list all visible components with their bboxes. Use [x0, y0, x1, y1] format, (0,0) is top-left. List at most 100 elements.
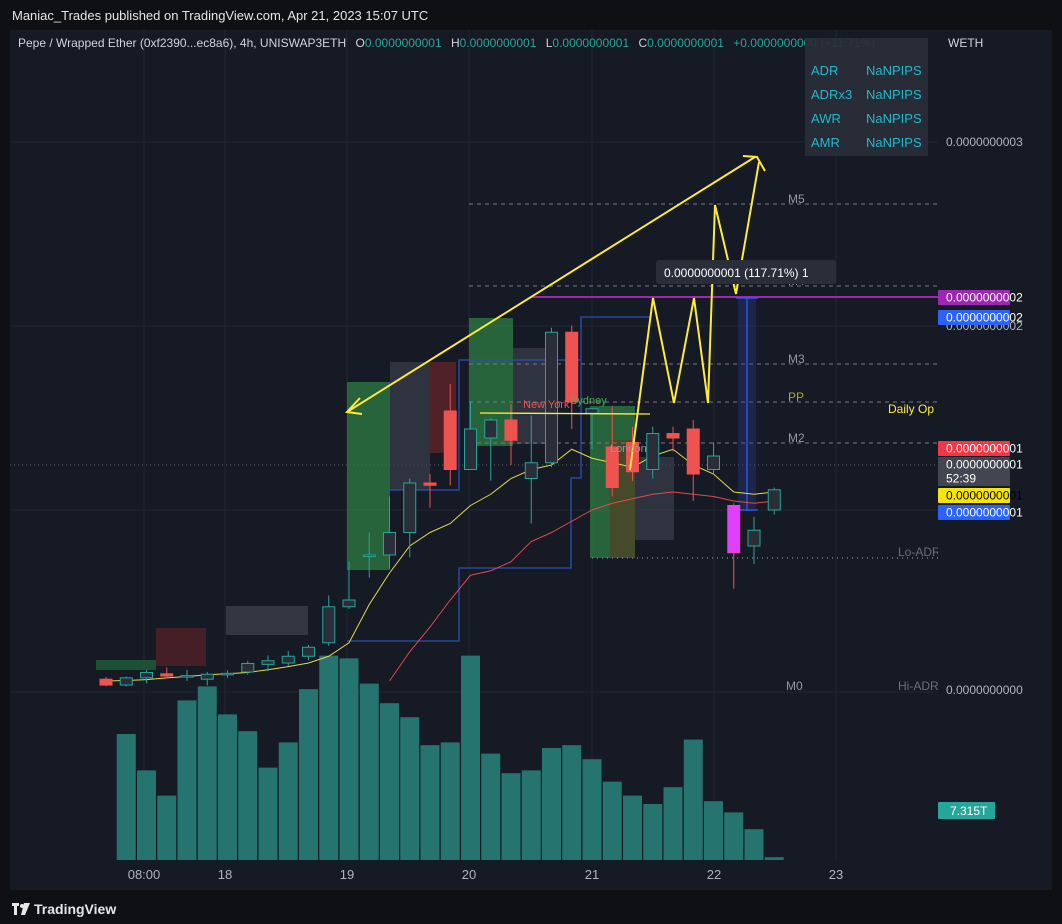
- candle-body: [160, 673, 174, 677]
- volume-bar: [258, 767, 278, 860]
- price-tag: [938, 505, 1010, 520]
- price-tag-text: 52:39: [946, 472, 976, 486]
- candle-body: [565, 331, 579, 403]
- x-tick-label: 23: [829, 867, 843, 882]
- adr-name: ADRx3: [811, 87, 853, 102]
- candle-body: [504, 419, 518, 441]
- price-tag-text: 0.0000000002: [946, 311, 1023, 325]
- volume-bar: [582, 759, 602, 860]
- level-label-m2: M2: [788, 431, 805, 445]
- low-value: 0.0000000001: [552, 36, 630, 50]
- volume-tag-text: 7.315T: [950, 804, 988, 818]
- volume-bar: [461, 655, 480, 860]
- candle-body: [221, 672, 234, 676]
- candle-body: [99, 678, 113, 686]
- volume-bar: [137, 770, 156, 860]
- high-label: H: [450, 36, 460, 50]
- level-label-pp: PP: [788, 390, 804, 404]
- currency-label: WETH: [948, 36, 984, 50]
- candle-body: [707, 455, 720, 470]
- y-tick-label: 0.0000000000: [946, 683, 1023, 697]
- candle-body: [281, 655, 295, 664]
- candle-body: [666, 433, 680, 439]
- adr-name: AWR: [811, 111, 841, 126]
- volume-bar: [643, 804, 663, 860]
- candle-body: [200, 673, 214, 680]
- price-tag-text: 0.0000000001: [946, 458, 1023, 472]
- volume-bar: [420, 745, 440, 860]
- daily-open-line: [479, 412, 651, 415]
- candle-body: [545, 331, 558, 464]
- x-tick-label: 22: [707, 867, 721, 882]
- candle-body: [686, 428, 700, 475]
- session-label-london: London: [610, 443, 647, 455]
- adr-value: NaNPIPS: [866, 87, 922, 102]
- volume-bar: [744, 829, 764, 860]
- session-box: [390, 362, 430, 490]
- adr-value: NaNPIPS: [866, 135, 922, 150]
- price-tag-text: 0.0000000001: [946, 442, 1023, 456]
- trend-line-arrow: [346, 156, 756, 413]
- daily-open-label: Daily Op: [888, 402, 934, 416]
- volume-bar: [501, 773, 521, 860]
- volume-bar: [623, 795, 642, 860]
- adr-channel-lower: [347, 316, 650, 642]
- x-tick-label: 18: [218, 867, 232, 882]
- candle-body: [464, 428, 477, 470]
- candle-body: [302, 646, 315, 657]
- moving-averages: [105, 448, 775, 682]
- tradingview-brand: TradingView: [34, 901, 117, 917]
- ohlc-legend: Pepe / Wrapped Ether (0xf2390...ec8a6), …: [18, 36, 875, 50]
- adr-name: AMR: [811, 135, 840, 150]
- candle-body: [383, 532, 396, 556]
- level-label-m3: M3: [788, 352, 805, 366]
- volume-bar: [602, 781, 622, 860]
- candle-body: [423, 482, 437, 486]
- candle-body: [342, 599, 356, 608]
- adr-value: NaNPIPS: [866, 63, 922, 78]
- candle-body: [140, 671, 153, 679]
- volume-bar: [380, 703, 399, 860]
- volume-bar: [278, 742, 298, 860]
- session-box: [156, 628, 206, 666]
- publisher-bar: Maniac_Trades published on TradingView.c…: [0, 0, 1062, 30]
- tradingview-logo-icon: [12, 903, 30, 915]
- adr-table: ADR NaNPIPS ADRx3 NaNPIPS AWR NaNPIPS AMR Na…: [805, 38, 928, 156]
- symbol-name[interactable]: Pepe / Wrapped Ether (0xf2390...ec8a6), …: [18, 36, 347, 50]
- session-box: [96, 660, 156, 670]
- candle-body: [241, 662, 255, 673]
- adr-row: ADRx3 NaNPIPS: [805, 84, 928, 108]
- moving-average-red: [389, 491, 775, 682]
- adr-channel: [347, 297, 758, 642]
- close-value: 0.0000000001: [647, 36, 724, 50]
- candle-body: [180, 675, 194, 678]
- price-tag-text: 0.0000000002: [946, 291, 1023, 305]
- candle-body: [362, 554, 376, 557]
- volume-bar: [319, 655, 339, 860]
- volume-bar: [238, 731, 258, 860]
- time-axis: 08:00 18 19 20 21 22 23: [10, 860, 938, 890]
- volume-bar: [724, 812, 744, 860]
- volume-bar: [704, 801, 723, 860]
- open-value: 0.0000000001: [364, 36, 442, 50]
- candle-body: [747, 529, 761, 547]
- candle-body: [585, 408, 599, 414]
- measure-tooltip-bg: [656, 260, 836, 284]
- candle-body: [605, 446, 619, 488]
- y-tick-label: 0.0000000003: [946, 135, 1023, 149]
- candle-body: [322, 606, 336, 644]
- highlight-candle: [727, 505, 740, 553]
- session-boxes: [96, 318, 674, 670]
- publisher-text: Maniac_Trades published on TradingView.c…: [12, 8, 429, 23]
- price-tag: [938, 310, 1010, 325]
- volume-bar: [663, 787, 683, 860]
- volume-bar: [400, 717, 420, 860]
- price-tag: [938, 471, 1010, 486]
- volume-bar: [339, 658, 359, 860]
- low-label: L: [545, 36, 553, 50]
- price-tag-text: 0.0000000001: [946, 489, 1023, 503]
- volume-tag: [938, 802, 995, 819]
- chart-labels: New York Sydney London 0.0000000001 (117.71…: [523, 260, 836, 455]
